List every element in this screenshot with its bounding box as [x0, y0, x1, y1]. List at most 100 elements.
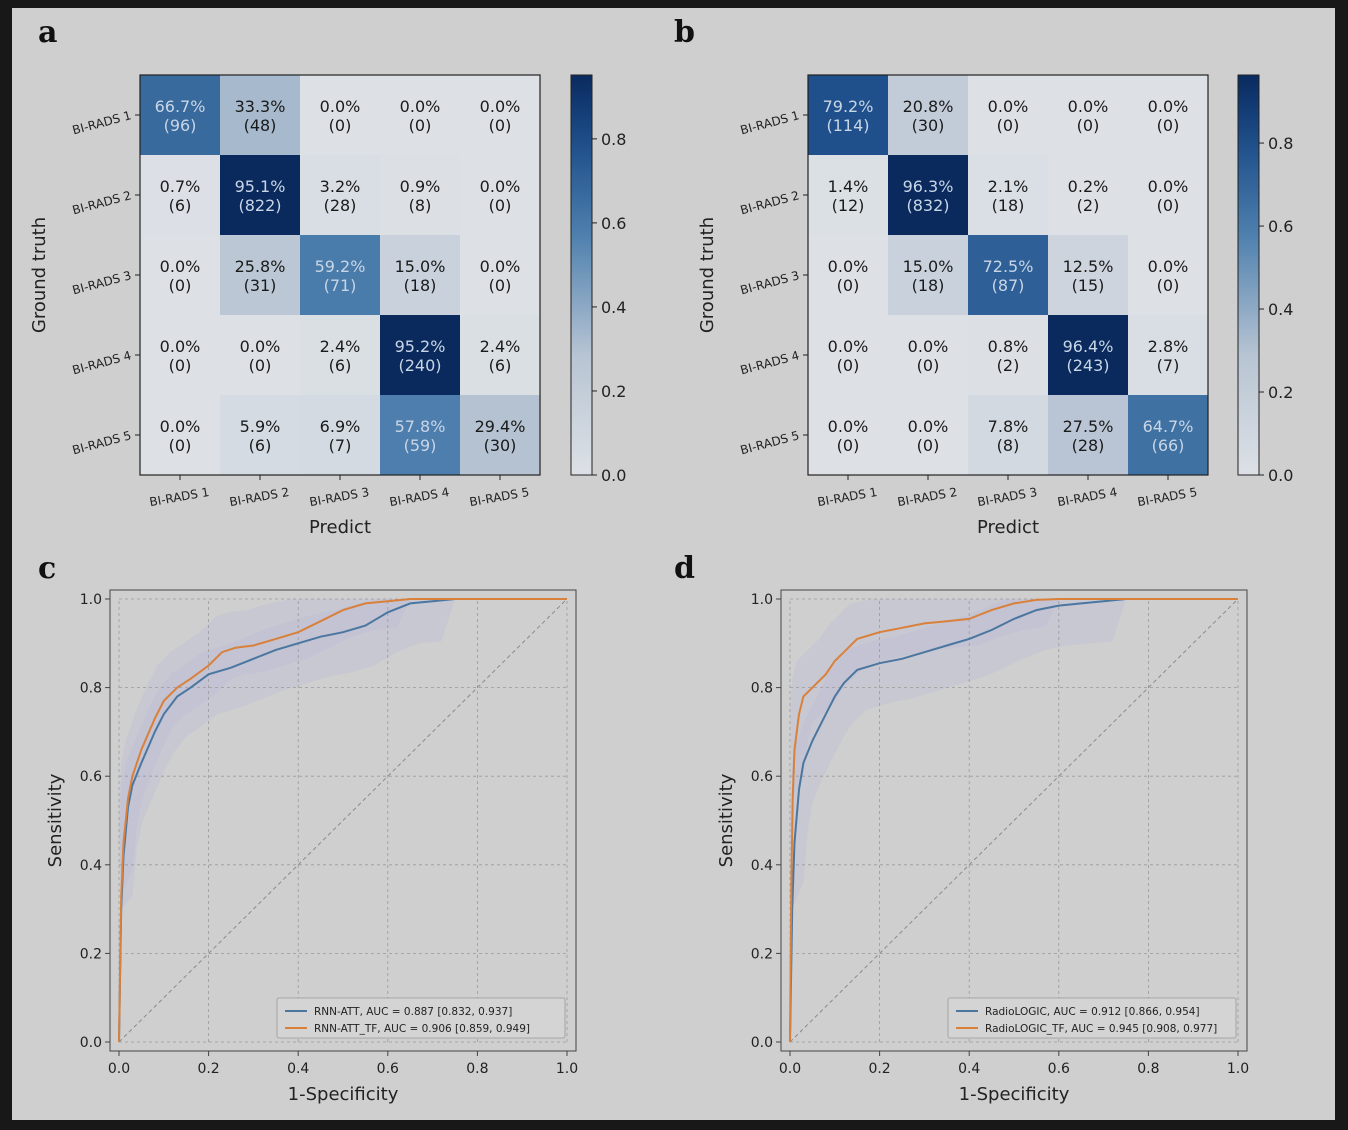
heatmap-cell: [300, 75, 380, 155]
cell-percent-label: 0.0%: [320, 97, 361, 116]
y-tick-label: 0.2: [80, 946, 102, 962]
cell-count-label: (8): [409, 196, 432, 215]
cell-count-label: (12): [832, 196, 865, 215]
cell-percent-label: 29.4%: [475, 417, 526, 436]
heatmap-cell: [808, 75, 888, 155]
heatmap-cell: [808, 155, 888, 235]
cell-percent-label: 59.2%: [315, 257, 366, 276]
cell-percent-label: 25.8%: [235, 257, 286, 276]
cell-count-label: (28): [324, 196, 357, 215]
cell-count-label: (0): [1157, 116, 1180, 135]
cell-percent-label: 7.8%: [988, 417, 1029, 436]
cell-percent-label: 64.7%: [1143, 417, 1194, 436]
x-tick-label: BI-RADS 5: [1136, 485, 1198, 509]
y-tick-label: BI-RADS 2: [71, 188, 133, 217]
heatmap-cell: [888, 155, 968, 235]
x-tick-label: 1.0: [1227, 1061, 1249, 1077]
cell-count-label: (0): [917, 356, 940, 375]
heatmap-cell: [220, 75, 300, 155]
cell-percent-label: 0.0%: [1068, 97, 1109, 116]
cell-count-label: (71): [324, 276, 357, 295]
figure-frame: a b c d 66.7% (96) 33.3% (48) 0.0% (0) 0.0% (0)…: [12, 8, 1335, 1120]
panel-label-a: a: [38, 15, 57, 50]
cell-percent-label: 1.4%: [828, 177, 869, 196]
colorbar-tick-label: 0.8: [1268, 134, 1293, 153]
y-axis-label: Sensitivity: [716, 773, 737, 867]
colorbar-tick-label: 0.6: [1268, 217, 1293, 236]
cell-count-label: (2): [997, 356, 1020, 375]
heatmap-cell: [460, 235, 540, 315]
roc-curve-2: [118, 598, 567, 1043]
heatmap-cell: [968, 395, 1048, 475]
heatmap-cell: [1128, 395, 1208, 475]
x-tick-label: 0.6: [377, 1061, 399, 1077]
confusion-matrix-b: 79.2%(114)20.8%(30)0.0%(0)0.0%(0)0.0%(0)…: [697, 74, 1293, 538]
cell-count-label: (240): [398, 356, 441, 375]
cell-count-label: (0): [1077, 116, 1100, 135]
y-tick-label: BI-RADS 4: [739, 348, 801, 377]
heatmap-cell: [1048, 155, 1128, 235]
ci-band: [790, 599, 1238, 1042]
heatmap-cell: [808, 395, 888, 475]
heatmap-cell: [220, 235, 300, 315]
heatmap-cell: [968, 75, 1048, 155]
plot-frame: [109, 589, 577, 1052]
y-tick-label: 0.4: [751, 858, 773, 874]
cell-count-label: (243): [1066, 356, 1109, 375]
legend-label: RadioLOGIC, AUC = 0.912 [0.866, 0.954]: [985, 1006, 1200, 1018]
y-tick-label: BI-RADS 5: [739, 428, 801, 457]
cell-count-label: (6): [249, 436, 272, 455]
heatmap-cell: [220, 395, 300, 475]
heatmap-cell: [380, 315, 460, 395]
heatmap-cell: [1128, 235, 1208, 315]
roc-curve-2: [789, 598, 1238, 1043]
heatmap-cell: [808, 235, 888, 315]
cell-count-label: (30): [484, 436, 517, 455]
colorbar-tick-label: 0.8: [601, 130, 626, 149]
colorbar: [1237, 74, 1260, 476]
cell-percent-label: 2.1%: [988, 177, 1029, 196]
y-tick-label: 1.0: [751, 592, 773, 608]
cell-percent-label: 0.0%: [240, 337, 281, 356]
cell-percent-label: 95.1%: [235, 177, 286, 196]
cell-percent-label: 20.8%: [903, 97, 954, 116]
x-axis-label: Predict: [977, 517, 1039, 538]
heatmap-cell: [888, 395, 968, 475]
cell-percent-label: 0.8%: [988, 337, 1029, 356]
cell-percent-label: 0.0%: [160, 257, 201, 276]
x-axis-label: Predict: [309, 517, 371, 538]
cell-count-label: (0): [489, 276, 512, 295]
ci-band: [119, 599, 567, 1042]
x-tick-label: 1.0: [556, 1061, 578, 1077]
cell-count-label: (0): [997, 116, 1020, 135]
x-tick-label: BI-RADS 1: [816, 485, 878, 509]
legend-label: RNN-ATT_TF, AUC = 0.906 [0.859, 0.949]: [314, 1023, 530, 1035]
x-tick-label: BI-RADS 4: [1056, 485, 1118, 509]
y-tick-label: BI-RADS 2: [739, 188, 801, 217]
cell-count-label: (822): [238, 196, 281, 215]
cell-count-label: (59): [404, 436, 437, 455]
cell-percent-label: 15.0%: [903, 257, 954, 276]
cell-count-label: (0): [249, 356, 272, 375]
heatmap-cell: [968, 235, 1048, 315]
cell-count-label: (18): [992, 196, 1025, 215]
cell-percent-label: 0.0%: [400, 97, 441, 116]
heatmap-cell: [1048, 75, 1128, 155]
cell-count-label: (6): [489, 356, 512, 375]
y-tick-label: BI-RADS 1: [71, 108, 133, 137]
cell-percent-label: 2.4%: [480, 337, 521, 356]
heatmap-cell: [1048, 235, 1128, 315]
heatmap-cell: [1128, 155, 1208, 235]
cell-percent-label: 0.0%: [988, 97, 1029, 116]
cell-count-label: (0): [1157, 276, 1180, 295]
colorbar-tick-label: 0.4: [1268, 300, 1293, 319]
x-axis-label: 1-Specificity: [288, 1084, 399, 1105]
cell-percent-label: 33.3%: [235, 97, 286, 116]
cell-count-label: (0): [169, 436, 192, 455]
x-tick-label: BI-RADS 2: [228, 485, 290, 509]
cell-percent-label: 57.8%: [395, 417, 446, 436]
cell-percent-label: 0.0%: [828, 337, 869, 356]
chance-line: [789, 598, 1239, 1043]
x-tick-label: BI-RADS 2: [896, 485, 958, 509]
cell-percent-label: 0.0%: [480, 257, 521, 276]
